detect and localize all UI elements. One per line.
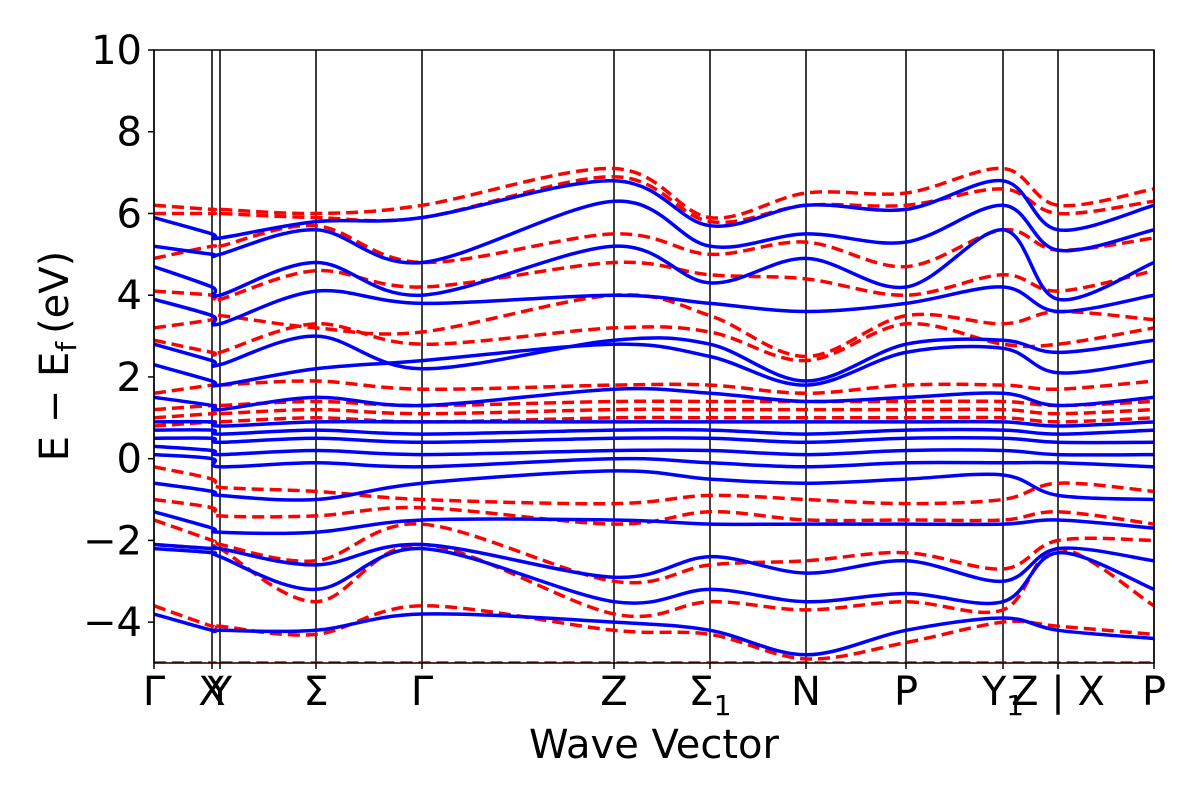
solid-band-line [154, 427, 1154, 436]
solid-band-line [154, 510, 1154, 536]
dashed-band-line [154, 415, 1154, 428]
y-tick-label: 4 [117, 273, 142, 319]
solid-band-line [154, 199, 1154, 265]
x-tick-label: Y1 [981, 669, 1024, 722]
dashed-band-line [154, 174, 1154, 225]
x-tick-label: Γ [411, 669, 434, 715]
solid-band-line [154, 444, 1154, 457]
solid-band-line [154, 386, 1154, 412]
y-tick-label: 2 [117, 355, 142, 401]
x-tick-label: Σ [303, 669, 328, 715]
x-tick-label: N [791, 669, 821, 715]
y-axis-label: E − Ef (eV) [32, 251, 83, 462]
plot-frame [153, 49, 1155, 664]
dashed-band-line [154, 604, 1154, 661]
x-tick-label: Σ1 [688, 669, 731, 722]
dashed-band-line [154, 399, 1154, 412]
y-tick-label: 10 [91, 28, 142, 74]
x-tick-label: Γ [143, 669, 166, 715]
dashed-band-line [154, 497, 1154, 526]
solid-band-line [154, 334, 1154, 383]
x-tick-label: X [198, 669, 225, 715]
solid-band-line [154, 228, 1154, 302]
y-tick-label: −4 [83, 600, 142, 646]
solid-band-line [154, 542, 1154, 584]
x-tick-label: P [1142, 669, 1166, 715]
dashed-band-line [154, 379, 1154, 396]
y-axis-label-sub: f [50, 341, 83, 352]
x-tick-label: P [894, 669, 918, 715]
dashed-band-line [154, 542, 1154, 619]
y-axis-ticks: −4 −2 0 2 4 6 8 10 [83, 28, 154, 646]
dashed-band-line [154, 293, 1154, 359]
solid-band-line [154, 469, 1154, 502]
solid-band-line [154, 342, 1154, 388]
dashed-band-line [154, 407, 1154, 420]
y-axis-label-unit: (eV) [32, 251, 78, 334]
solid-band-line [154, 419, 1154, 428]
svg-text:E − Ef(eV): E − Ef (eV) [32, 251, 83, 462]
y-tick-label: 6 [117, 191, 142, 237]
y-tick-label: 8 [117, 110, 142, 156]
dashed-band-line [154, 465, 1154, 506]
x-tick-label: Z | X [1011, 669, 1105, 715]
x-tick-label: Y [207, 669, 233, 715]
dashed-band-line [154, 260, 1154, 303]
y-tick-label: −2 [83, 518, 142, 564]
solid-band-line [154, 612, 1154, 657]
dashed-band-line [154, 321, 1154, 363]
solid-band-line [154, 178, 1154, 241]
y-axis-label-main: E − E [32, 352, 78, 462]
solid-band-line [154, 452, 1154, 469]
y-tick-label: 0 [117, 437, 142, 483]
solid-band-line [154, 285, 1154, 327]
band-lines [154, 166, 1154, 663]
x-axis-label: Wave Vector [529, 722, 780, 768]
x-tick-label: Z [600, 669, 627, 715]
solid-band-line [154, 436, 1154, 445]
solid-band-line [154, 546, 1154, 606]
